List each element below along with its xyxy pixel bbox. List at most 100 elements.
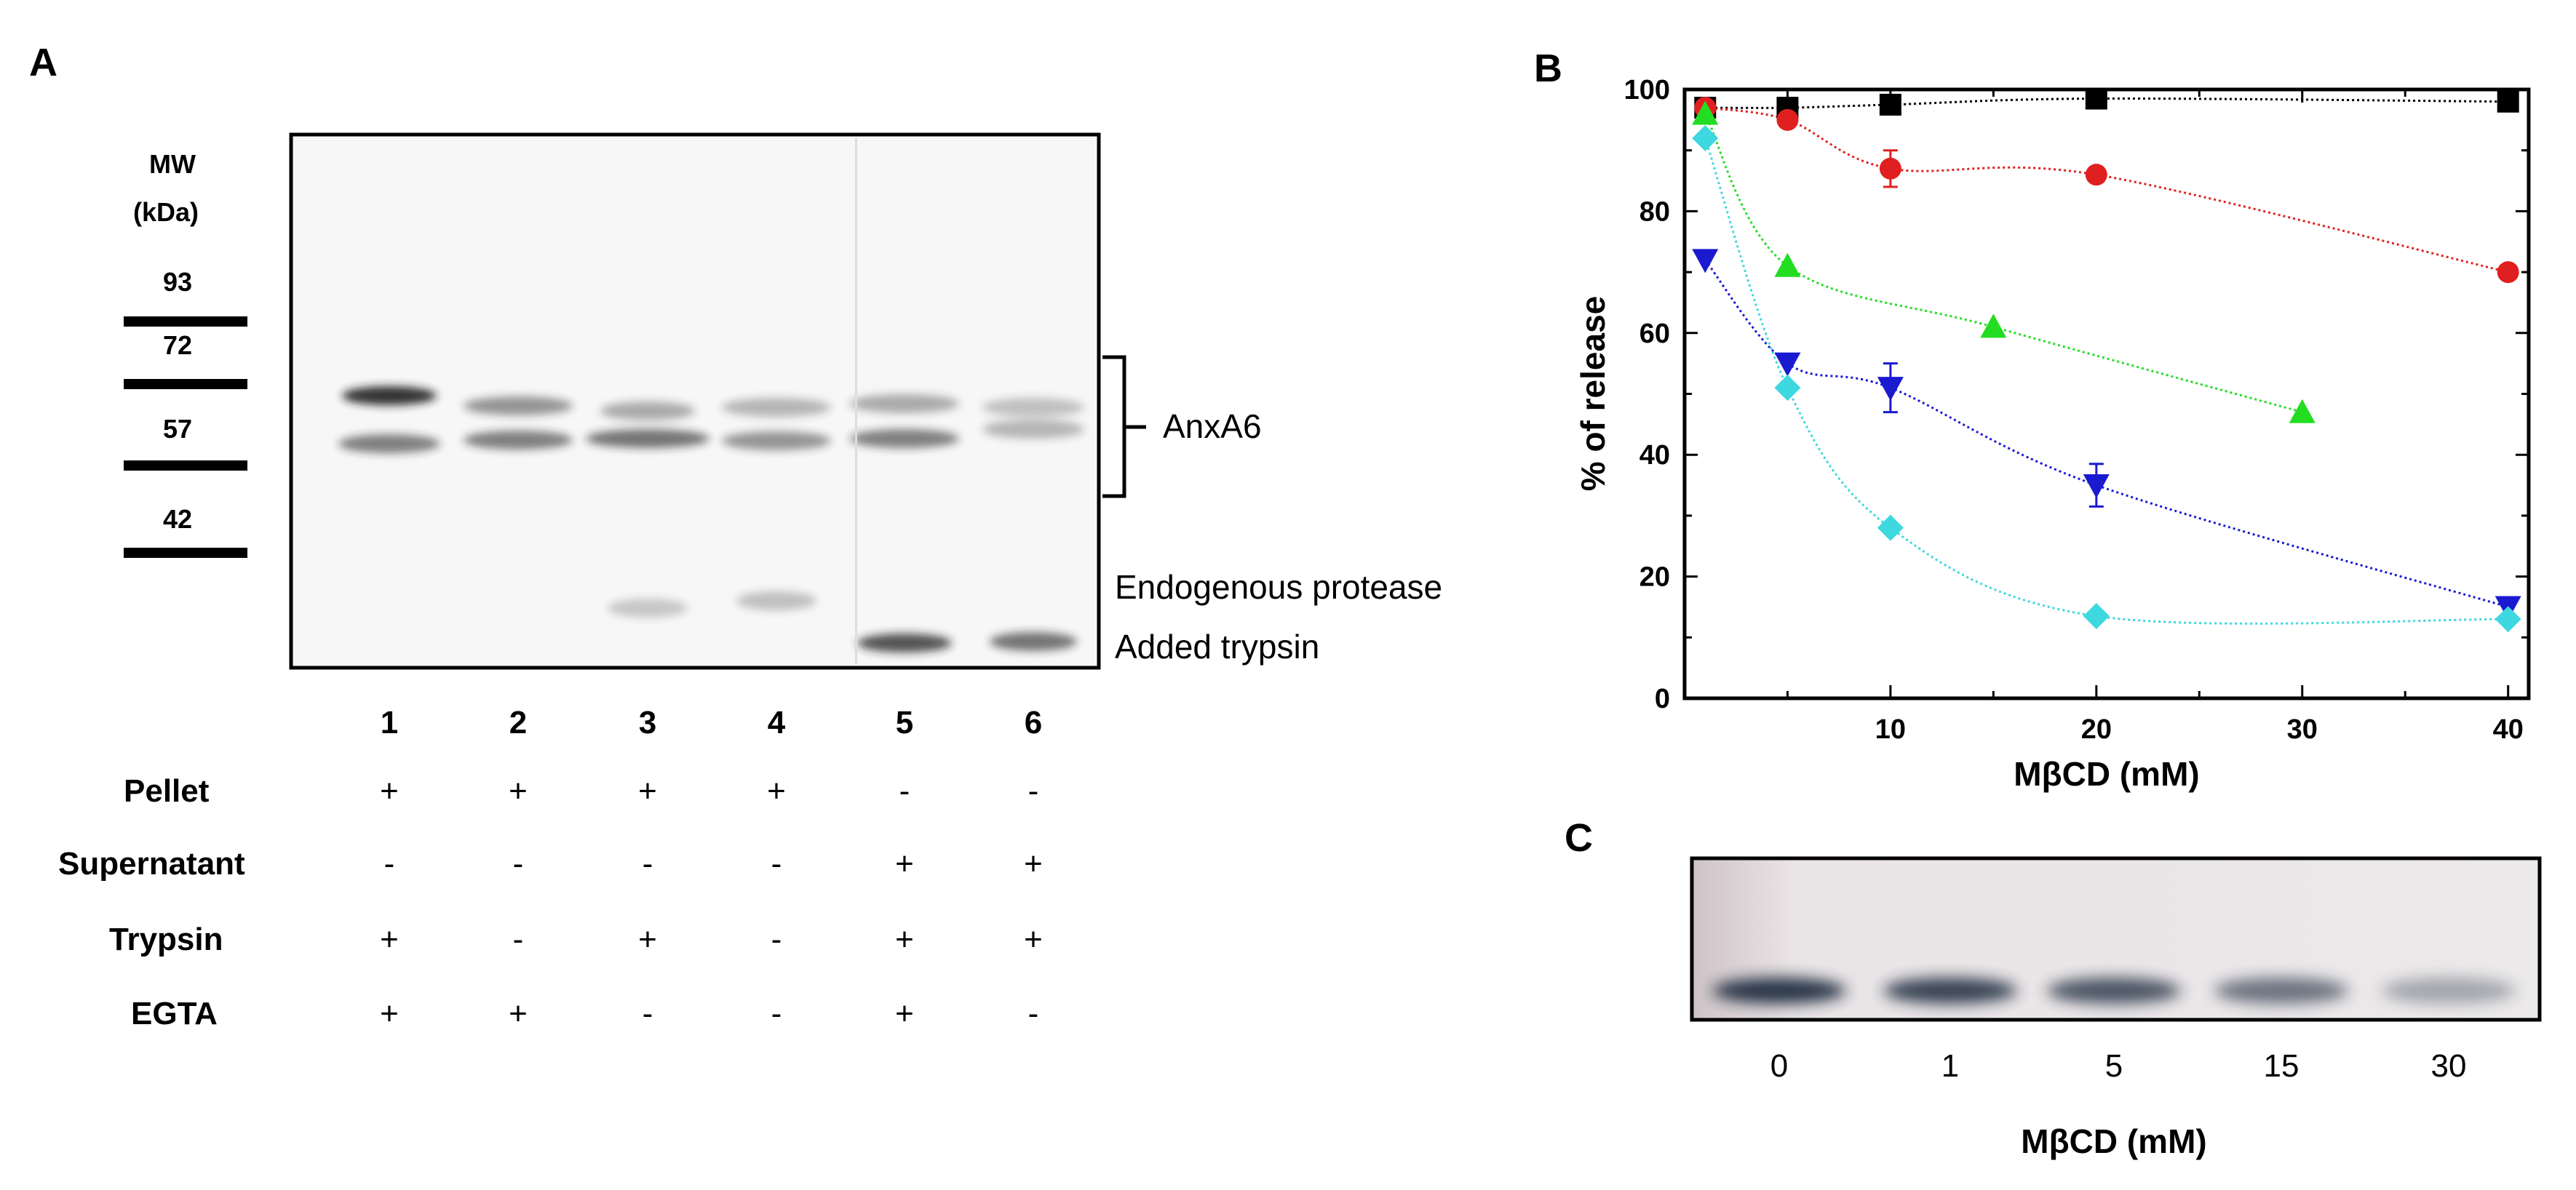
blot-band <box>722 431 831 450</box>
blot-band <box>600 402 695 420</box>
data-point-diamond <box>2083 603 2110 630</box>
mw-marker-bar-42 <box>124 548 247 558</box>
data-point-diamond <box>1774 375 1801 402</box>
condition-sign: + <box>895 922 914 957</box>
condition-sign: - <box>384 846 395 882</box>
mw-marker-label: 72 <box>163 330 192 360</box>
condition-label: Trypsin <box>109 922 223 957</box>
blot-band <box>990 632 1077 651</box>
x-tick-label: 10 <box>1875 714 1906 745</box>
data-point-triangle-down <box>1692 249 1719 273</box>
condition-sign: - <box>899 773 910 809</box>
data-point-triangle-up <box>1774 252 1801 277</box>
blot-band <box>982 398 1084 417</box>
lane-label-c: 15 <box>2264 1048 2299 1084</box>
blot-band <box>982 420 1084 439</box>
y-tick-label: 80 <box>1639 196 1670 227</box>
panel-b-chart: 0 20 40 60 80 100 10 20 30 40 MβCD (mM) % of rele… <box>1574 75 2531 793</box>
blot-band <box>850 429 959 448</box>
panel-b-letter: B <box>1534 47 1562 90</box>
condition-label: Pellet <box>124 773 210 809</box>
condition-sign: + <box>638 773 657 809</box>
data-point-triangle-up <box>2289 399 2315 423</box>
data-point-diamond <box>1877 514 1904 541</box>
conditions-table: Pellet + + + + - - Supernatant - - - - + + Trypsin + - + -… <box>58 773 1043 1031</box>
condition-sign: + <box>1024 846 1043 882</box>
data-point-triangle-down <box>1877 377 1904 402</box>
data-point-triangle-down <box>2083 474 2110 499</box>
condition-sign: + <box>895 996 914 1031</box>
condition-sign: + <box>380 922 399 957</box>
axis-ticks: 0 20 40 60 80 100 10 20 30 40 <box>1624 75 2529 745</box>
blot-band <box>586 429 709 448</box>
fit-curve <box>1704 113 2303 414</box>
blot-band <box>736 591 816 610</box>
blot-c-band <box>2047 978 2181 1004</box>
molecular-weight-ladder: 93 72 57 42 <box>124 267 247 558</box>
blot-c-band <box>2214 978 2348 1004</box>
data-point-triangle-up <box>1692 100 1719 125</box>
anxa6-label: AnxA6 <box>1163 407 1262 445</box>
blot-band <box>338 434 440 453</box>
lane-label-c: 30 <box>2431 1048 2467 1084</box>
lane-number: 3 <box>639 705 656 740</box>
blot-a-bands <box>338 138 1084 664</box>
y-tick-label: 100 <box>1624 75 1670 105</box>
y-tick-label: 20 <box>1639 562 1670 593</box>
condition-sign: + <box>767 773 786 809</box>
data-point-circle <box>1879 157 1901 180</box>
blot-band <box>857 634 952 652</box>
condition-sign: + <box>638 922 657 957</box>
mw-marker-bar-72 <box>124 379 247 389</box>
lane-labels-c: 0 1 5 15 30 <box>1770 1048 2467 1084</box>
added-trypsin-label: Added trypsin <box>1115 628 1319 666</box>
condition-label: EGTA <box>131 996 218 1031</box>
blot-c-band <box>2382 978 2516 1004</box>
lane-number: 5 <box>896 705 913 740</box>
blot-c-bands <box>1712 978 2516 1004</box>
mw-marker-label: 93 <box>163 267 192 297</box>
blot-band <box>850 394 959 413</box>
data-point-circle <box>1776 108 1799 131</box>
panel-c: 0 1 5 15 30 MβCD (mM) <box>1690 856 2542 1160</box>
x-tick-label: 40 <box>2493 714 2524 745</box>
lane-labels: 1 2 3 4 5 6 <box>381 705 1042 740</box>
mw-marker-bar-93 <box>124 316 247 327</box>
condition-sign: + <box>509 773 528 809</box>
condition-sign: + <box>1024 922 1043 957</box>
data-point-diamond <box>1692 124 1719 151</box>
blot-c-band <box>1712 978 1846 1004</box>
data-point-triangle-up <box>1980 314 2007 338</box>
condition-sign: - <box>513 922 524 957</box>
condition-sign: - <box>771 922 782 957</box>
lane-number: 2 <box>509 705 527 740</box>
anxa6-bracket <box>1102 355 1146 498</box>
blot-band <box>342 386 437 405</box>
blot-band <box>722 398 831 417</box>
data-point-square <box>1879 93 1901 116</box>
blot-band <box>464 431 573 450</box>
fit-curve <box>1704 137 2508 625</box>
lane-label-c: 5 <box>2105 1048 2123 1084</box>
condition-sign: + <box>380 996 399 1031</box>
condition-sign: - <box>513 846 524 882</box>
condition-label: Supernatant <box>58 846 245 882</box>
condition-sign: + <box>380 773 399 809</box>
data-point-triangle-down <box>1774 352 1801 377</box>
condition-sign: - <box>771 996 782 1031</box>
blot-band <box>608 599 688 618</box>
y-tick-label: 0 <box>1655 684 1670 714</box>
data-point-square <box>2497 90 2519 113</box>
blot-band <box>464 396 573 415</box>
mw-header-line2: (kDa) <box>133 197 199 227</box>
panel-c-letter: C <box>1565 816 1593 860</box>
condition-sign: - <box>643 996 653 1031</box>
lane-label-c: 1 <box>1941 1048 1959 1084</box>
condition-sign: - <box>1028 996 1039 1031</box>
mw-marker-label: 57 <box>163 414 192 444</box>
panel-c-x-label: MβCD (mM) <box>2021 1122 2206 1160</box>
condition-sign: - <box>771 846 782 882</box>
blot-c-band <box>1883 978 2017 1004</box>
